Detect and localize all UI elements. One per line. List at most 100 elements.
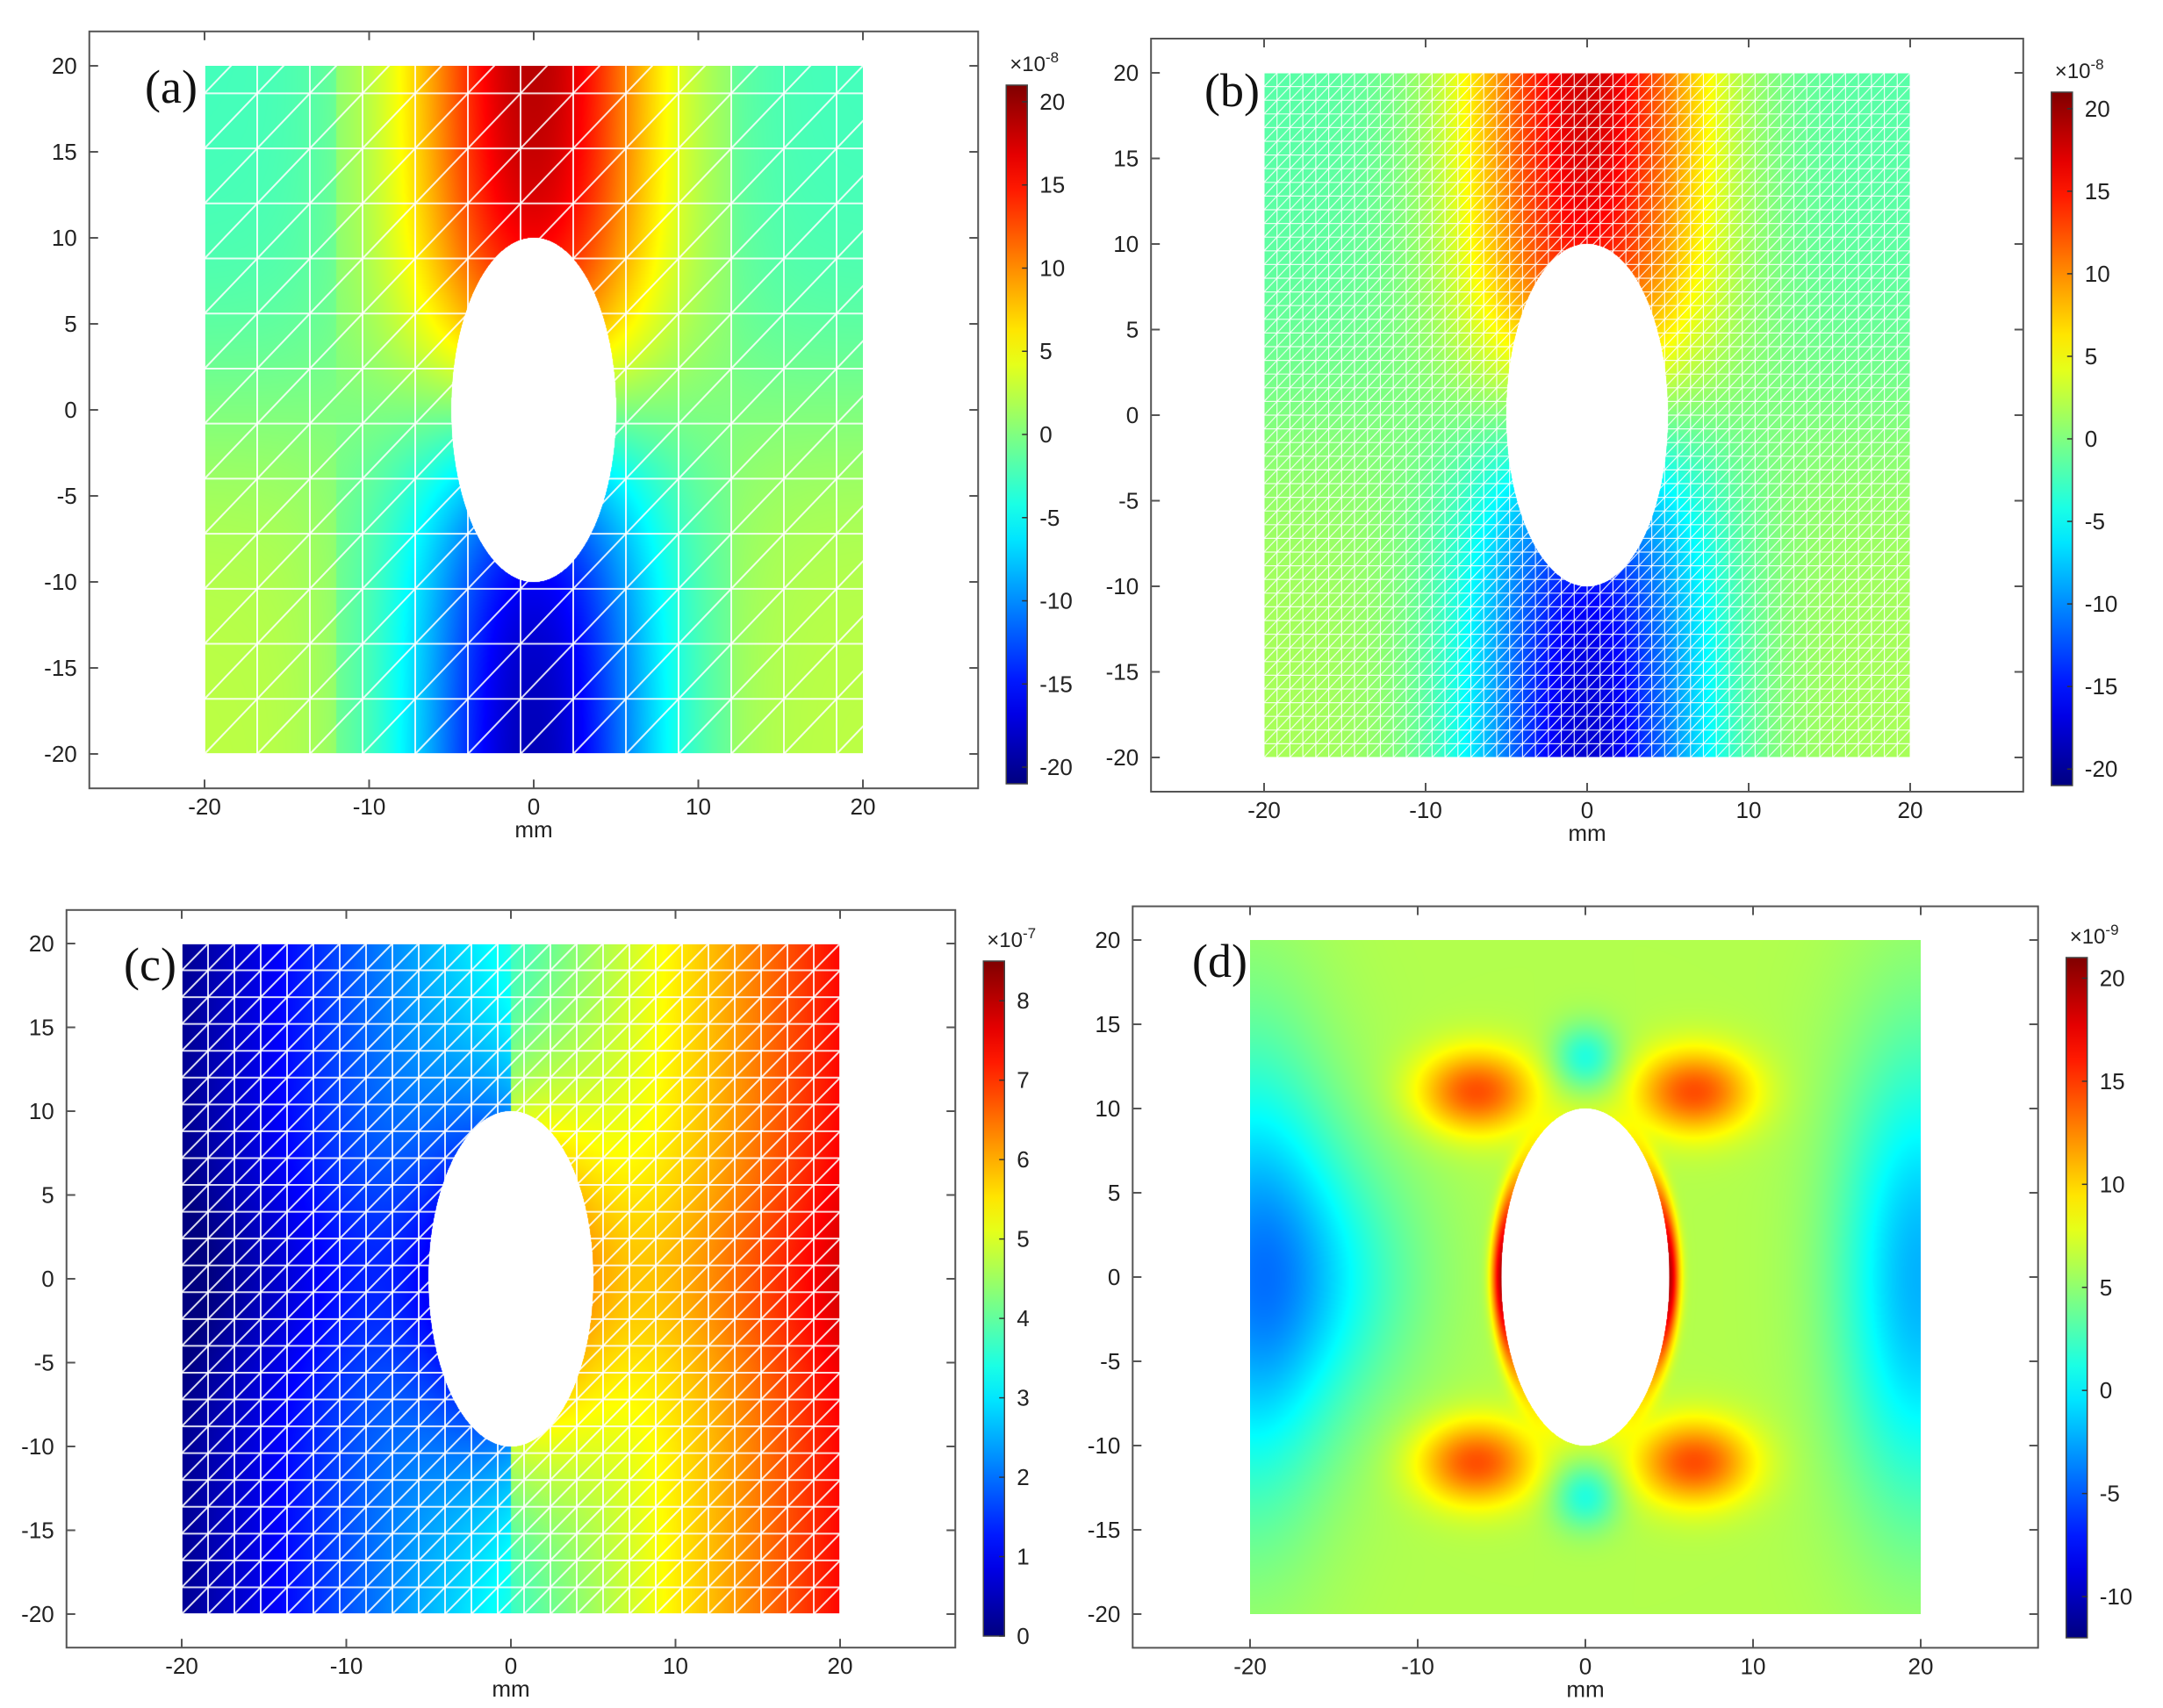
x-tick-label: 20 [828,1653,853,1679]
colorbar-exponent: -9 [2105,922,2118,938]
y-tick-label: -5 [57,483,77,509]
x-tick-label: -20 [1233,1653,1267,1679]
panel-b: -20 -10 0 10 20 20 15 10 5 0 -5 -10 -15 -20 mm (b) 20 15 1… [1082,0,2163,854]
colorbar [982,960,1005,1637]
colorbar-tick-label: 0 [1017,1623,1029,1649]
y-tick-label: 15 [29,1015,54,1041]
y-tick-label: 0 [1108,1264,1120,1290]
hole [1506,244,1668,586]
colorbar-exponent: -8 [2091,56,2104,73]
x-tick-label: 0 [528,793,540,820]
panel-label: (c) [124,938,176,991]
y-tick-label: 0 [1126,402,1139,428]
x-axis-label: mm [492,1676,529,1702]
x-tick-label: -20 [188,793,221,820]
colorbar-multiplier-base: ×10 [2070,925,2106,949]
colorbar-tick-label: 15 [2100,1068,2125,1094]
x-tick-label: 10 [663,1653,688,1679]
y-tick-label: -20 [21,1601,54,1627]
chart-d: -20 -10 0 10 20 20 15 10 5 0 -5 -10 -15 -20 mm (d) 20 15 1… [1088,905,2133,1702]
colorbar-exponent: -7 [1023,925,1036,942]
chart-c: -20 -10 0 10 2020151050-5-10-15-20mm(c)87654… [21,908,1036,1702]
colorbar-tick-label: 20 [1039,89,1065,115]
panel-c: -20 -10 0 10 20 20 15 10 5 0 -5 -10 -15 -20 mm (c) 8 7 6 5 4… [0,854,1082,1708]
colorbar-tick-label: 10 [2100,1171,2125,1197]
hole [428,1111,593,1446]
colorbar-tick-label: 15 [2085,178,2110,205]
colorbar-tick-label: 1 [1017,1544,1029,1570]
y-tick-label: -15 [1088,1517,1121,1543]
colorbar-multiplier: ×10-7 [987,925,1036,952]
colorbar-tick-label: 5 [2100,1274,2112,1301]
colorbar-tick-label: 4 [1017,1305,1029,1331]
y-tick-label: -20 [44,741,77,767]
colorbar-multiplier: ×10-8 [2055,56,2104,83]
y-tick-label: -15 [21,1518,54,1544]
colorbar-tick-label: -5 [1039,505,1060,531]
colorbar-tick-label: 7 [1017,1067,1029,1094]
x-axis-label: mm [1568,820,1606,846]
x-tick-label: 0 [505,1653,517,1679]
colorbar-tick-label: 8 [1017,987,1029,1014]
y-tick-label: -15 [44,655,77,681]
y-tick-label: -5 [1118,488,1139,514]
colorbar-multiplier-base: ×10 [2055,60,2091,83]
colorbar-tick-label: -10 [1039,588,1073,614]
x-tick-label: -10 [1401,1653,1434,1679]
y-tick-label: -20 [1088,1601,1121,1627]
y-tick-label: 20 [52,53,77,79]
colorbar-tick-label: -5 [2100,1481,2120,1507]
x-tick-label: -10 [1409,797,1442,823]
colorbar-tick-label: -15 [2085,673,2118,700]
colorbar-tick-label: 0 [1039,421,1052,448]
panel-label: (b) [1204,64,1260,117]
x-tick-label: 10 [686,793,711,820]
y-tick-label: 10 [29,1098,54,1124]
panel-d: -20 -10 0 10 20 20 15 10 5 0 -5 -10 -15 -20 mm (d) 20 15 1… [1082,854,2163,1708]
x-tick-label: -10 [330,1653,363,1679]
y-tick-label: 5 [41,1182,54,1209]
colorbar-multiplier: ×10-9 [2070,922,2119,949]
panel-label: (a) [145,61,198,113]
y-tick-label: 0 [64,397,76,423]
x-tick-label: 20 [1898,797,1923,823]
panel-label: (d) [1192,935,1247,987]
y-tick-label: 10 [1095,1095,1120,1122]
colorbar-tick-label: -10 [2100,1583,2133,1610]
chart-b: -20 -10 0 10 20 20 15 10 5 0 -5 -10 -15 -20 mm (b) 20 15 1… [1106,38,2118,846]
y-tick-label: 15 [1113,146,1139,172]
colorbar-tick-label: 5 [2085,343,2097,370]
colorbar-tick-label: 5 [1039,338,1052,364]
panel-a: -20 -10 0 10 20 20 15 10 5 0 -5 -10 -15 -20 mm (a) 20 15 1… [0,0,1082,854]
colorbar-multiplier-base: ×10 [1010,53,1046,76]
colorbar-tick-label: 5 [1017,1226,1029,1252]
y-tick-label: 15 [52,139,77,165]
x-tick-label: 20 [851,793,876,820]
y-tick-label: -10 [1106,573,1139,599]
y-tick-label: 5 [1126,317,1139,343]
colorbar-tick-label: -20 [2085,756,2118,782]
colorbar-tick-label: 2 [1017,1464,1029,1490]
y-tick-label: 10 [1113,231,1139,257]
x-tick-label: -10 [353,793,386,820]
y-tick-label: -20 [1106,744,1139,771]
y-tick-label: 20 [1113,60,1139,86]
hole [1501,1109,1670,1446]
colorbar-tick-label: -15 [1039,671,1073,697]
colorbar-multiplier-base: ×10 [987,929,1023,952]
y-tick-label: -5 [1100,1348,1120,1374]
y-tick-label: -10 [44,569,77,595]
colorbar-exponent: -8 [1046,49,1059,66]
colorbar-multiplier: ×10-8 [1010,49,1059,76]
y-tick-label: 15 [1095,1011,1120,1037]
x-tick-label: -20 [1247,797,1281,823]
chart-a: -20 -10 0 10 20 20 15 10 5 0 -5 -10 -15 -20 mm (a) 20 15 1… [44,30,1073,843]
y-tick-label: -15 [1106,659,1139,685]
x-tick-label: -20 [165,1653,198,1679]
x-tick-label: 0 [1579,1653,1592,1679]
y-tick-label: 0 [41,1266,54,1292]
y-tick-label: 20 [1095,927,1120,953]
colorbar-tick-label: 10 [2085,261,2110,287]
x-tick-label: 20 [1908,1653,1934,1679]
x-tick-label: 0 [1581,797,1593,823]
